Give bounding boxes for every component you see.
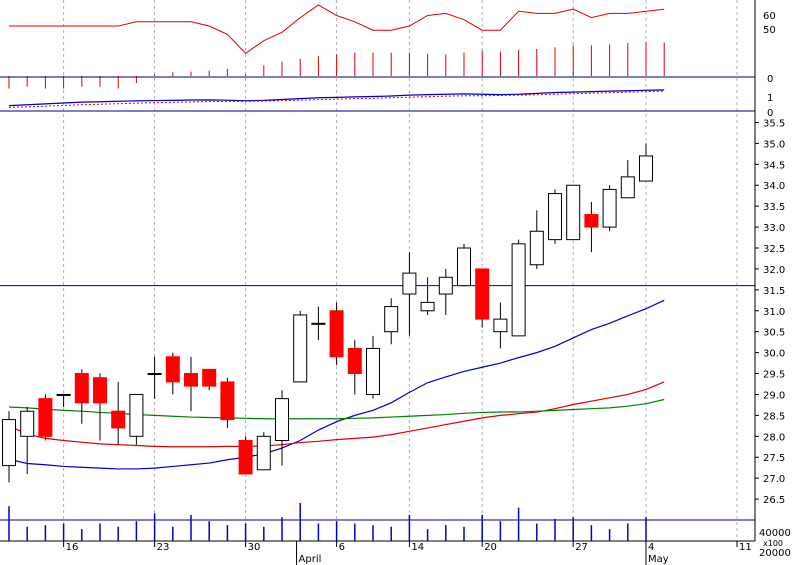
x-tick-label: 14 [411, 542, 424, 553]
price-panel [0, 143, 755, 521]
volume-unit-label: x100 [763, 539, 783, 548]
price-tick-label: 31.0 [763, 307, 785, 318]
candle-up [293, 314, 308, 383]
x-tick-label: 20 [484, 542, 497, 553]
macd-signal-line [8, 90, 665, 108]
price-tick-label: 29.0 [763, 390, 785, 401]
candle-up [20, 410, 35, 437]
candle-up [602, 188, 617, 228]
candle-up [493, 318, 508, 333]
price-tick-label: 26.5 [763, 495, 785, 506]
candle-down [74, 373, 89, 404]
price-tick-label: 35.5 [763, 118, 785, 129]
moving-average-line-2 [8, 381, 665, 448]
candle-up [256, 435, 271, 471]
candle-up [457, 247, 471, 287]
candle-up [438, 276, 453, 295]
oscillator-zero-label: 0 [767, 74, 773, 85]
candle-down [111, 410, 126, 429]
macd-line [8, 89, 665, 107]
price-tick-label: 33.5 [763, 202, 785, 213]
candle-up [56, 393, 71, 396]
moving-average-line-1 [8, 299, 665, 470]
price-tick-label: 34.0 [763, 181, 785, 192]
candle-up [566, 184, 581, 241]
candle-up [147, 373, 162, 376]
candle-down [238, 439, 253, 475]
candle-up [366, 347, 380, 395]
candle-up [639, 155, 653, 182]
candle-down [202, 368, 217, 387]
candle-up [402, 272, 417, 295]
candle-down [38, 398, 53, 437]
candle-up [2, 419, 16, 467]
rsi-panel [0, 4, 755, 89]
price-tick-label: 32.0 [763, 265, 785, 276]
price-tick-label: 31.5 [763, 286, 785, 297]
rsi-tick-label: 60 [763, 11, 776, 22]
candle-up [529, 230, 544, 266]
candle-down [584, 214, 599, 228]
candle-up [620, 176, 635, 199]
price-tick-label: 29.5 [763, 370, 785, 381]
candle-down [475, 268, 490, 320]
x-tick-label: 27 [575, 542, 588, 553]
candle-up [548, 193, 562, 241]
candle-down [165, 356, 180, 383]
candle-up [384, 306, 399, 333]
candle-down [220, 381, 235, 421]
price-tick-label: 30.5 [763, 328, 785, 339]
price-tick-label: 27.0 [763, 474, 785, 485]
x-tick-label: 6 [339, 542, 345, 553]
macd-panel [0, 89, 755, 112]
candle-down [329, 310, 344, 358]
price-tick-label: 30.0 [763, 349, 785, 360]
x-tick-label: 4 [648, 542, 654, 553]
price-tick-label: 28.0 [763, 432, 785, 443]
candle-down [347, 347, 362, 375]
candle-up [311, 322, 326, 325]
macd-tick-label: 0 [767, 108, 773, 119]
candle-up [129, 393, 144, 437]
month-label: May [648, 554, 669, 565]
price-tick-label: 35.0 [763, 139, 785, 150]
x-tick-label: 23 [157, 542, 170, 553]
candle-up [420, 301, 435, 312]
volume-tick-label: 20000 [759, 548, 791, 559]
macd-tick-label: 1 [767, 93, 773, 104]
rsi-tick-label: 50 [763, 25, 776, 36]
price-tick-label: 34.5 [763, 160, 785, 171]
price-tick-label: 33.0 [763, 223, 785, 234]
volume-panel [8, 503, 647, 541]
x-tick-label: 16 [66, 542, 79, 553]
candle-up [511, 243, 526, 337]
candle-down [184, 373, 198, 387]
price-tick-label: 32.5 [763, 244, 785, 255]
x-tick-label: 11 [739, 542, 752, 553]
price-tick-label: 27.5 [763, 453, 785, 464]
x-tick-label: 30 [248, 542, 261, 553]
candle-down [93, 377, 107, 404]
price-tick-label: 28.5 [763, 411, 785, 422]
volume-tick-label: 40000 [759, 528, 791, 539]
candle-up [275, 398, 289, 441]
month-label: April [299, 554, 322, 565]
rsi-line [9, 4, 665, 54]
